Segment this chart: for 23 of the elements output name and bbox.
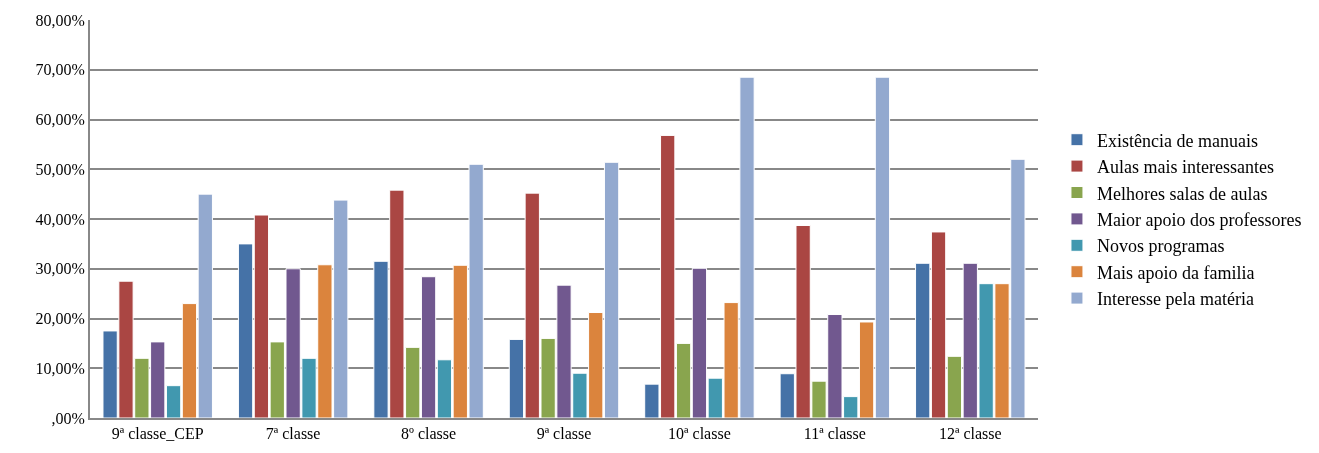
legend-label: Mais apoio da familia [1096,262,1255,283]
y-tick-label: 60,00% [35,111,85,129]
legend-label: Melhores salas de aulas [1096,183,1268,204]
x-tick-label: 12ª classe [938,425,1002,443]
x-tick-label: 8º classe [400,425,457,443]
y-tick-label: 70,00% [35,61,85,79]
legend-label: Existência de manuais [1096,130,1258,151]
y-tick-label: 80,00% [35,11,85,29]
x-tick-label: 9ª classe_CEP [111,425,204,443]
x-tick-label: 9ª classe [536,425,592,443]
y-tick-label: 20,00% [35,310,85,328]
legend-label: Maior apoio dos professores [1096,209,1302,230]
x-tick-label: 11ª classe [803,425,866,443]
legend-label: Aulas mais interessantes [1096,157,1274,178]
legend-label: Interesse pela matéria [1096,289,1254,310]
y-tick-label: 50,00% [35,160,85,178]
legend-label: Novos programas [1096,236,1225,257]
y-tick-label: 40,00% [35,210,85,228]
x-tick-label: 10ª classe [668,425,731,443]
x-tick-label: 7ª classe [265,425,321,443]
y-tick-label: 30,00% [35,260,85,278]
y-tick-label: ,00% [51,409,85,427]
y-tick-label: 10,00% [35,359,85,377]
